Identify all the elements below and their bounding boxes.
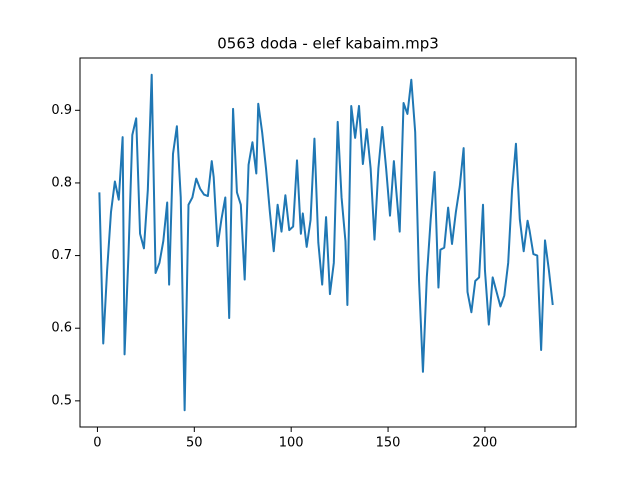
y-tick-label: 0.9 bbox=[51, 103, 72, 118]
y-tick-label: 0.8 bbox=[51, 175, 72, 190]
chart-title: 0563 doda - elef kabaim.mp3 bbox=[217, 35, 439, 53]
plot-frame bbox=[79, 57, 577, 428]
y-tick-label: 0.7 bbox=[51, 248, 72, 263]
y-tick-label: 0.6 bbox=[51, 321, 72, 336]
x-tick-label: 100 bbox=[279, 436, 304, 451]
x-tick-label: 150 bbox=[376, 436, 401, 451]
x-tick-label: 50 bbox=[186, 436, 203, 451]
data-line bbox=[98, 73, 554, 412]
y-tick-label: 0.5 bbox=[51, 393, 72, 408]
x-tick-label: 200 bbox=[473, 436, 498, 451]
x-tick-label: 0 bbox=[93, 436, 101, 451]
